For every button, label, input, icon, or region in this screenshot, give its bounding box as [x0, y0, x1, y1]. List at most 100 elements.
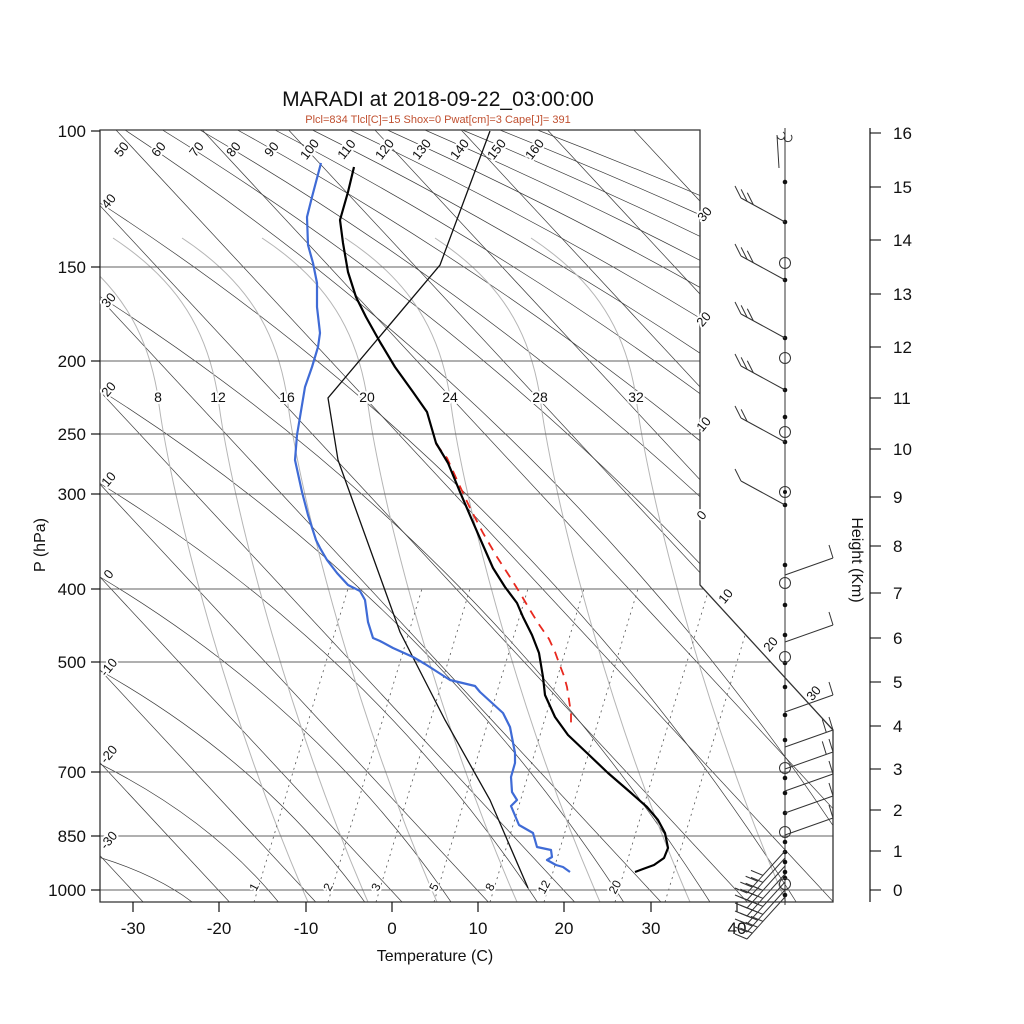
dry-adiabat-line: [424, 130, 833, 902]
wind-barb-lower: [784, 611, 834, 643]
height-tick-label: 8: [893, 537, 902, 556]
isotherm-line: [547, 130, 833, 902]
mixing-ratio-label: 1: [246, 880, 262, 893]
height-tick-label: 11: [893, 389, 911, 408]
wind-barb-upper: [734, 243, 786, 281]
adiabat-label: 80: [223, 139, 244, 160]
height-tick-label: 6: [893, 629, 902, 648]
adiabat-label: 60: [148, 139, 169, 160]
mixing-ratio-label: 20: [606, 878, 625, 897]
moist-adiabat-line: [434, 237, 691, 902]
wind-barb-upper: [734, 185, 786, 223]
wind-barb-surface: [734, 896, 786, 940]
wind-barb-lower: [784, 760, 834, 792]
isotherm-line: [100, 130, 316, 902]
wind-circle: [779, 577, 791, 589]
pressure-tick-label: 300: [58, 485, 86, 504]
mixing-ratio-line: [433, 588, 529, 902]
height-tick-label: 5: [893, 673, 902, 692]
temperature-tick-label: 10: [469, 919, 488, 938]
isotherm-line: [100, 130, 748, 902]
adiabat-label: 120: [372, 136, 397, 162]
wind-dot: [782, 414, 788, 420]
isotherm-label-left: 30: [98, 290, 119, 311]
dewpoint-curve: [293, 162, 571, 873]
wind-circled-dot: [779, 486, 791, 498]
dry-adiabat-line: [100, 857, 193, 902]
wind-dot: [782, 790, 788, 796]
y-axis-title-left: P (hPa): [32, 518, 49, 572]
isotherm-line: [100, 130, 662, 902]
height-tick-label: 1: [893, 842, 902, 861]
moist-adiabat-label: 8: [154, 389, 162, 405]
isotherm-line: [288, 130, 833, 902]
wind-dot: [782, 632, 788, 638]
pressure-tick-label: 850: [58, 827, 86, 846]
wind-dot: [782, 869, 788, 875]
height-tick-label: 16: [893, 124, 912, 143]
mixing-ratio-line: [375, 588, 471, 902]
wind-circle: [779, 426, 791, 438]
height-tick-label: 14: [893, 231, 912, 250]
pressure-tick-label: 150: [58, 258, 86, 277]
mixing-ratio-label: 12: [535, 878, 554, 897]
adiabat-label: 90: [261, 139, 282, 160]
temperature-tick-label: -20: [207, 919, 232, 938]
mixing-ratio-line: [253, 588, 349, 902]
isotherm-line: [100, 130, 230, 902]
temperature-tick-label: 0: [387, 919, 396, 938]
temperature-curve: [338, 166, 670, 874]
pressure-tick-label: 500: [58, 653, 86, 672]
isotherm-line: [633, 130, 833, 902]
sounding-curves: [293, 130, 670, 889]
dry-adiabat-line: [124, 130, 833, 902]
height-tick-label: 7: [893, 584, 902, 603]
mixing-ratio-label: 5: [426, 880, 442, 893]
wind-barb-upper: [734, 405, 786, 443]
moist-adiabat-label: 24: [442, 389, 458, 405]
isotherm-label-right: 30: [694, 204, 715, 225]
height-tick-label: 10: [893, 440, 912, 459]
mixing-ratio-line: [614, 588, 710, 902]
mixing-ratio-line: [327, 588, 423, 902]
wind-barb-lower: [784, 782, 834, 814]
pressure-tick-label: 250: [58, 425, 86, 444]
height-tick-label: 4: [893, 717, 902, 736]
x-axis-title: Temperature (C): [377, 948, 493, 965]
isotherm-line: [460, 130, 833, 902]
wind-dot: [782, 775, 788, 781]
adiabat-label: 70: [186, 139, 207, 160]
height-tick-label: 15: [893, 178, 912, 197]
isotherm-label-diagonal: 20: [760, 634, 781, 655]
dry-adiabat-line: [387, 130, 833, 902]
height-tick-label: 3: [893, 760, 902, 779]
moist-adiabat-line: [100, 237, 309, 902]
wind-barb-lower: [784, 544, 834, 576]
temperature-tick-label: 40: [728, 919, 747, 938]
pressure-tick-label: 400: [58, 580, 86, 599]
moist-adiabat-label: 28: [532, 389, 548, 405]
wind-dot: [782, 562, 788, 568]
mixing-ratio-label: 2: [320, 880, 336, 893]
mixing-ratio-label: 3: [368, 880, 384, 893]
wind-dot: [782, 602, 788, 608]
temperature-tick-label: 20: [555, 919, 574, 938]
dry-adiabat-line: [100, 763, 279, 902]
dry-adiabat-line: [162, 130, 833, 902]
wind-circle: [779, 352, 791, 364]
temperature-tick-label: -30: [121, 919, 146, 938]
moist-adiabat-line: [181, 237, 438, 902]
chart-subtitle: Plcl=834 Tlcl[C]=15 Shox=0 Pwat[cm]=3 Ca…: [305, 114, 571, 126]
wind-barb-lower: [784, 716, 834, 748]
temperature-tick-label: 30: [642, 919, 661, 938]
wind-barb-column: [734, 128, 834, 940]
isotherm-label-left: 0: [100, 567, 116, 582]
pressure-tick-label: 700: [58, 763, 86, 782]
wind-barb-upper: [734, 353, 786, 391]
wind-barb-lower: [784, 804, 834, 836]
wind-circle: [779, 257, 791, 269]
dry-adiabat-line: [312, 130, 833, 902]
dry-adiabat-line: [100, 576, 452, 902]
